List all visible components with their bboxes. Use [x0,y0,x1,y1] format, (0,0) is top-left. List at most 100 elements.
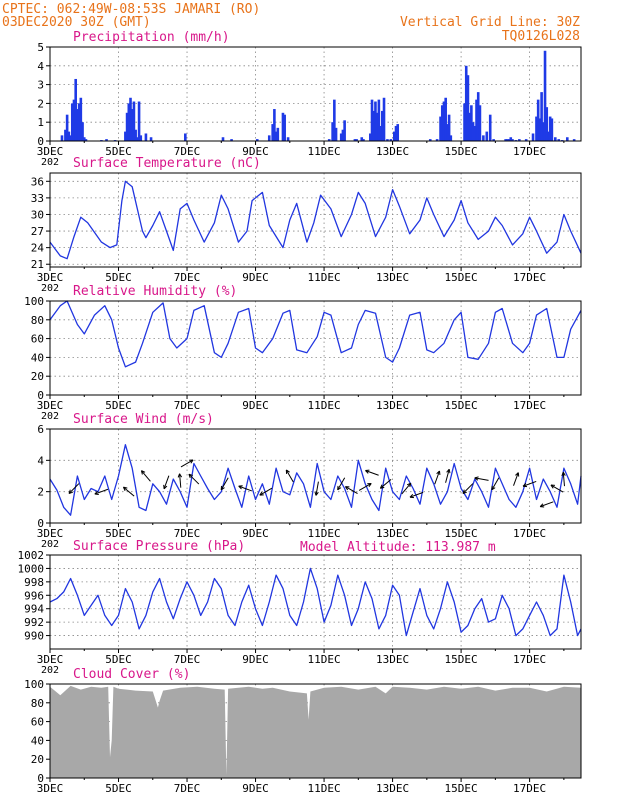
precip-bar [475,99,478,141]
precip-bar [64,129,67,141]
cloud-cover-xtick-label: 15DEC [445,782,478,795]
precip-bar [518,139,521,141]
pressure-year-stub: 202 [41,665,59,676]
precip-bar [81,122,84,141]
precip-bar [374,101,377,141]
wind-arrow [337,477,346,491]
pressure-ytick-label: 1000 [18,562,45,575]
precip-bar [84,139,88,141]
wind-arrow [177,473,183,488]
precipitation-xtick-label: 7DEC [174,145,201,158]
humidity-xtick-label: 9DEC [242,399,269,412]
precip-bar [504,139,507,141]
humidity-ytick-label: 20 [31,370,44,383]
humidity-xtick-label: 17DEC [513,399,546,412]
humidity-panel: 0 20 40 60 80 100 3DEC 5DEC 7DEC 9DEC 11DEC 13DEC 15… [24,284,582,422]
precip-bar [506,139,509,141]
precip-bar [485,131,489,141]
model-altitude: Model Altitude: 113.987 m [300,540,496,555]
pressure-ytick-label: 994 [24,603,44,616]
temperature-year-stub: 202 [41,283,59,294]
wind-arrow [163,475,170,490]
precipitation-title: Precipitation (mm/h) [73,30,230,45]
header-location: CPTEC: 062:49W-08:53S JAMARI (RO) [2,2,260,17]
humidity-xtick-label: 7DEC [174,399,201,412]
wind-arrow [522,480,537,488]
humidity-xtick-label: 15DEC [445,399,478,412]
wind-arrow [314,481,319,496]
wind-line [49,444,582,516]
precip-bar [381,110,384,141]
temperature-xtick-label: 15DEC [445,271,478,284]
temperature-xtick-label: 5DEC [105,271,132,284]
wind-ytick-label: 4 [37,454,44,467]
precip-bar [535,116,538,141]
precip-bar [439,116,442,141]
wind-xtick-label: 13DEC [376,527,409,540]
precip-bar [70,103,74,141]
precip-bar [139,135,143,141]
precip-bar [386,139,389,141]
precip-bar [362,139,365,141]
pressure-xtick-label: 13DEC [376,653,409,666]
wind-frame [49,428,582,524]
temperature-title: Surface Temperature (nC) [73,156,261,171]
humidity-xtick-label: 13DEC [376,399,409,412]
precip-bar [355,139,358,141]
precip-bar [392,131,396,141]
humidity-line [49,300,582,368]
precip-bar [382,97,386,141]
wind-arrow [344,486,358,495]
precip-bar [79,97,83,141]
precip-bar [136,137,139,141]
wind-xtick-label: 11DEC [308,527,341,540]
precipitation-year-stub: 202 [41,157,59,168]
precip-bar [69,135,72,141]
precip-bar [127,103,131,141]
precip-bar [327,139,331,141]
cloud-cover-ytick-label: 20 [31,753,44,766]
temperature-xtick-label: 13DEC [376,271,409,284]
pressure-ytick-label: 1002 [18,549,45,562]
wind-year-stub: 202 [41,539,59,550]
precip-bar [470,105,473,141]
wind-arrow [238,485,253,492]
precip-bar [468,112,471,141]
precipitation-ytick-label: 5 [37,41,44,54]
precip-bar [442,101,446,141]
precip-bar [511,139,514,141]
humidity-year-stub: 202 [41,411,59,422]
precip-bar [538,118,542,141]
cloud-cover-area [50,685,581,778]
humidity-xtick-label: 5DEC [105,399,132,412]
wind-arrow [285,469,294,483]
precip-bar [60,135,64,141]
precip-bar [360,137,364,141]
precip-bar [132,101,136,141]
cloud-cover-ytick-label: 40 [31,734,44,747]
wind-arrow [188,473,200,485]
precip-bar [482,135,485,141]
precip-bar [255,139,259,141]
precip-bar [540,92,543,141]
precip-bar [281,112,285,141]
precip-bar [428,139,432,141]
temperature-xtick-label: 17DEC [513,271,546,284]
precip-bar [572,139,576,141]
wind-arrow [409,491,424,499]
cloud-cover-frame [49,683,582,779]
temperature-panel: 21 24 27 30 33 36 3DEC 5DEC 7DEC 9DEC 11DEC 13DEC 15… [31,156,582,294]
precipitation-xtick-label: 13DEC [376,145,409,158]
precip-bar [124,131,127,141]
humidity-xtick-label: 3DEC [37,399,64,412]
precip-bar [440,105,444,141]
precip-bar [343,120,346,141]
wind-arrow [445,468,451,483]
precip-bar [370,99,374,141]
precip-bar [524,139,528,141]
pressure-xtick-label: 7DEC [174,653,201,666]
precip-bar [134,129,137,141]
precip-bar [466,75,470,141]
pressure-xtick-label: 3DEC [37,653,64,666]
